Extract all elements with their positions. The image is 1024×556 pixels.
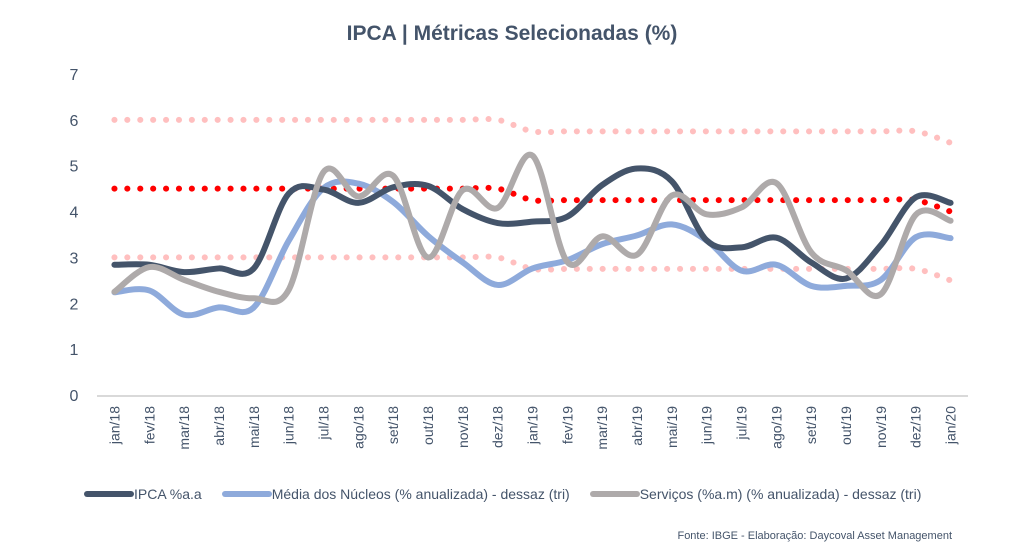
x-tick-label: set/19 <box>803 406 819 444</box>
x-tick-label: mar/18 <box>176 406 192 450</box>
y-tick-label: 0 <box>70 388 79 405</box>
x-tick-label: jan/19 <box>525 406 541 445</box>
series-limite-inferior <box>111 253 954 284</box>
x-tick-label: jul/18 <box>315 406 331 441</box>
x-tick-label: nov/18 <box>455 406 471 448</box>
series-line <box>111 165 954 282</box>
legend-label: Média dos Núcleos (% anualizada) - dessa… <box>271 486 570 502</box>
x-tick-label: out/19 <box>838 406 854 445</box>
x-tick-label: mar/19 <box>594 406 610 450</box>
x-axis-ticks: jan/18 fev/18 mar/18 abr/18 mai/18 jun/18 jul/… <box>106 406 958 450</box>
x-tick-label: mai/19 <box>664 406 680 448</box>
legend-item: IPCA %a.a <box>84 486 202 502</box>
y-tick-label: 3 <box>70 250 79 267</box>
series-line <box>111 151 954 305</box>
legend-label: Serviços (%a.m) (% anualizada) - dessaz … <box>639 486 922 502</box>
x-tick-label: ago/19 <box>768 406 784 449</box>
y-tick-label: 6 <box>70 113 79 130</box>
legend-swatch <box>589 491 640 497</box>
x-tick-label: jan/18 <box>106 406 122 445</box>
legend: IPCA %a.a Média dos Núcleos (% anualizada… <box>84 486 941 502</box>
x-tick-label: fev/19 <box>559 406 575 444</box>
x-tick-label: jul/19 <box>734 406 750 441</box>
y-tick-label: 2 <box>70 296 79 313</box>
legend-label: IPCA %a.a <box>134 486 202 502</box>
series-limite-superior <box>111 116 954 146</box>
y-axis-ticks: 0 1 2 3 4 5 6 7 <box>70 67 79 405</box>
x-tick-label: jun/19 <box>699 406 715 445</box>
legend-item: Média dos Núcleos (% anualizada) - dessa… <box>221 486 570 502</box>
source-note: Fonte: IBGE - Elaboração: Daycoval Asset… <box>677 530 952 542</box>
x-tick-label: dez/19 <box>908 406 924 448</box>
x-tick-label: mai/18 <box>246 406 262 448</box>
x-tick-label: jan/20 <box>943 406 959 445</box>
series-line <box>111 178 954 319</box>
legend-swatch <box>84 491 134 497</box>
series-meta <box>111 184 954 215</box>
chart-title: IPCA | Métricas Selecionadas (%) <box>346 22 678 45</box>
y-tick-label: 4 <box>70 205 79 222</box>
legend-swatch <box>221 491 272 497</box>
x-tick-label: out/18 <box>420 406 436 445</box>
x-tick-label: set/18 <box>385 406 401 444</box>
target-band-series <box>111 116 954 284</box>
y-tick-label: 7 <box>70 67 79 84</box>
y-tick-label: 1 <box>70 342 79 359</box>
x-tick-label: jun/18 <box>281 406 297 445</box>
data-series <box>111 151 954 319</box>
x-tick-label: fev/18 <box>141 406 157 444</box>
y-tick-label: 5 <box>70 159 79 176</box>
x-tick-label: abr/18 <box>211 406 227 446</box>
legend-item: Serviços (%a.m) (% anualizada) - dessaz … <box>589 486 922 502</box>
x-tick-label: ago/18 <box>350 406 366 449</box>
x-tick-label: dez/18 <box>490 406 506 448</box>
x-tick-label: nov/19 <box>873 406 889 448</box>
x-tick-label: abr/19 <box>629 406 645 446</box>
